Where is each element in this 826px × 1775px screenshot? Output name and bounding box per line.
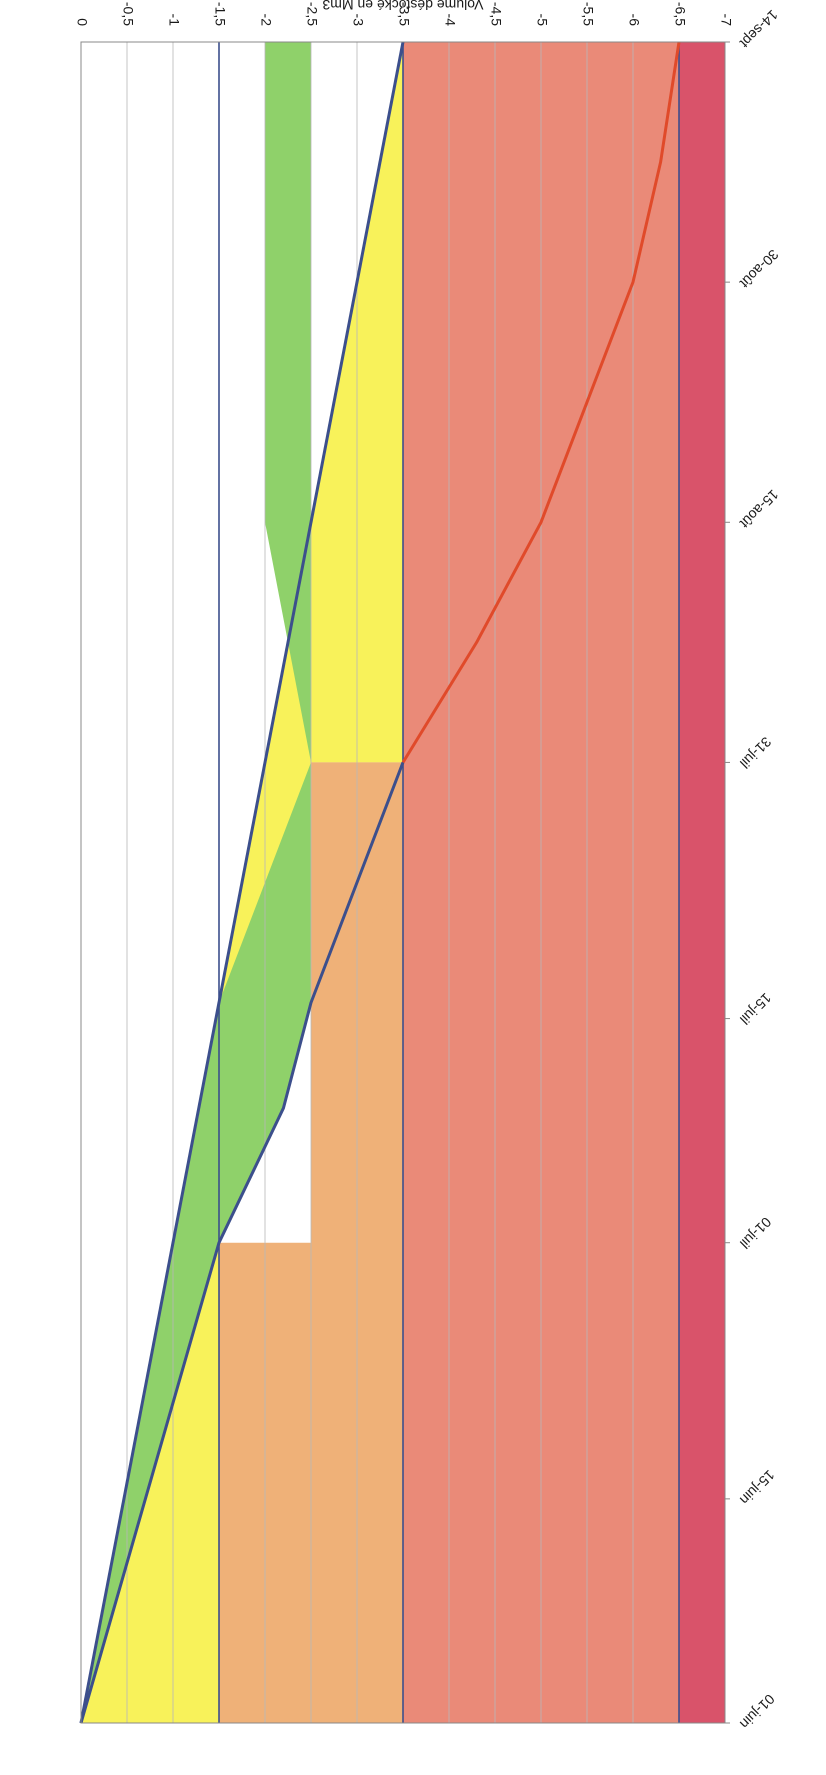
x-labels-layer: 01-juin 15-juin 01-juil 15-juil 31-juil 15-ao… (737, 7, 782, 1732)
series-line-0 (79, 41, 405, 1724)
y-tick-label: -3,5 (396, 2, 412, 26)
y-tick-label: -2,5 (304, 2, 320, 26)
x-tick-label: 31-juil (737, 734, 775, 772)
x-tick-label: 30-août (737, 246, 782, 291)
y-tick-label: -3 (350, 14, 366, 27)
ticks-layer (725, 41, 730, 1724)
y-tick-label: -4 (442, 14, 458, 27)
y-axis-label: Volume déstocké en Mm3 (322, 0, 483, 13)
y-tick-label: -6,5 (672, 2, 688, 26)
y-tick-label: -0,5 (120, 2, 136, 26)
x-tick-label: 01-juin (737, 1691, 778, 1732)
x-tick-label: 15-juin (737, 1467, 778, 1508)
y-tick-label: -4,5 (488, 2, 504, 26)
y-labels-layer: 0 -0,5 -1 -1,5 -2 -2,5 -3 -3,5 -4 -4,5 -5 -5,5 -6 -6,… (74, 2, 734, 26)
y-tick-label: -2 (258, 14, 274, 27)
x-tick-label: 01-juil (737, 1214, 775, 1252)
y-tick-label: -1,5 (212, 2, 228, 26)
y-tick-label: -1 (166, 14, 182, 27)
x-tick-label: 15-juil (737, 990, 775, 1028)
plot-frame (80, 41, 726, 1724)
y-tick-label: -5,5 (580, 2, 596, 26)
y-tick-label: -6 (626, 14, 642, 27)
zone-crimson-0 (679, 42, 725, 1723)
x-tick-label: 14-sept (737, 7, 781, 51)
y-tick-label: 0 (74, 18, 90, 26)
series-line-2 (401, 41, 681, 764)
y-tick-label: -5 (534, 14, 550, 27)
lines-layer (79, 41, 681, 1724)
x-tick-label: 15-août (737, 487, 782, 532)
y-tick-label: -7 (718, 14, 734, 27)
series-line-1 (79, 761, 405, 1724)
axes-layer (80, 41, 726, 1724)
